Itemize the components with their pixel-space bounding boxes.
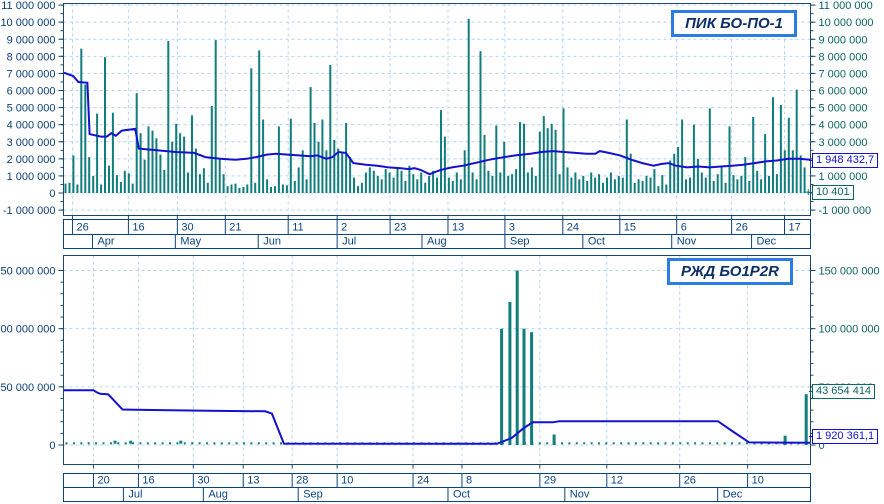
y-axis-label-right: 10 000 000 <box>819 17 874 29</box>
y-axis-label-left: 150 000 000 <box>0 266 56 278</box>
y-axis-label-left: -1 000 000 <box>3 205 56 217</box>
month-label: Dec <box>757 236 777 248</box>
y-axis-label-left: 2 000 000 <box>7 154 56 166</box>
pik-title-label: ПИК БО-ПО-1 <box>685 15 783 32</box>
month-label: May <box>180 236 201 248</box>
plot-border <box>63 255 811 465</box>
month-label: Nov <box>570 489 590 501</box>
day-label: 13 <box>247 475 259 487</box>
month-label: Jul <box>128 489 142 501</box>
y-axis-label-left: 10 000 000 <box>0 17 55 29</box>
date-axis: 26 16 30 21 11 2 23 13 3 24 15 6 26 17 Apr May Jun Jul Aug… <box>63 215 811 249</box>
day-label: 16 <box>142 475 154 487</box>
pik-last-volume-box: 10 401 <box>809 185 854 200</box>
pik-chart-canvas[interactable]: 11 000 000 11 000 000 10 000 000 10 000 000… <box>0 0 884 252</box>
y-axis-label-left: 6 000 000 <box>7 86 56 98</box>
y-axis-label-left: 0 <box>49 440 55 452</box>
day-label: 26 <box>684 475 696 487</box>
volume-bars <box>64 18 810 194</box>
month-label: Aug <box>208 489 228 501</box>
month-label: Sep <box>510 236 530 248</box>
day-label: 3 <box>509 222 515 234</box>
rzd-title-box: РЖД БО1P2R <box>667 258 793 285</box>
day-label: 10 <box>341 475 353 487</box>
month-label: Jun <box>263 236 281 248</box>
day-label: 17 <box>789 222 801 234</box>
y-axis-label-right: 4 000 000 <box>819 120 868 132</box>
day-label: 20 <box>97 475 109 487</box>
y-axis-label-right: 3 000 000 <box>819 137 868 149</box>
day-label: 13 <box>452 222 464 234</box>
day-label: 6 <box>681 222 687 234</box>
y-axis-label-right: 11 000 000 <box>819 0 873 12</box>
day-label: 10 <box>752 475 764 487</box>
y-axis-label-right: 6 000 000 <box>819 86 868 98</box>
y-axis-label-left: 3 000 000 <box>7 137 56 149</box>
y-axis-label-left: 1 000 000 <box>7 171 56 183</box>
y-axis-label-right: 1 000 000 <box>819 171 868 183</box>
day-label: 16 <box>132 222 144 234</box>
plot-border <box>63 3 811 216</box>
day-label: 23 <box>394 222 406 234</box>
price-line <box>63 71 811 176</box>
y-axis-label-right: -1 000 000 <box>819 205 872 217</box>
month-label: Nov <box>677 236 697 248</box>
y-axis-label-right: 9 000 000 <box>819 34 868 46</box>
y-axis-label-left: 50 000 000 <box>0 382 55 394</box>
rzd-last-volume-box: 43 654 414 <box>808 384 876 399</box>
rzd-last-price-box: 1 920 361,1 <box>808 429 879 444</box>
y-axes: 11 000 000 11 000 000 10 000 000 10 000 000… <box>0 0 873 217</box>
y-axis-label-left: 9 000 000 <box>7 34 56 46</box>
y-axis-label-left: 5 000 000 <box>7 103 56 115</box>
day-label: 24 <box>417 475 429 487</box>
y-axis-label-left: 8 000 000 <box>7 51 56 63</box>
day-label: 30 <box>197 475 209 487</box>
rzd-title-label: РЖД БО1P2R <box>681 263 779 280</box>
day-label: 29 <box>544 475 556 487</box>
day-label: 15 <box>624 222 636 234</box>
gridlines <box>63 255 811 465</box>
rzd-chart-canvas[interactable]: 150 000 000 150 000 000 100 000 000 100 000… <box>0 252 884 504</box>
pik-last-price-box: 1 948 432,7 <box>808 153 879 168</box>
month-label: Oct <box>588 236 605 248</box>
y-axis-label-left: 100 000 000 <box>0 324 56 336</box>
day-label: 24 <box>567 222 579 234</box>
month-label: Jul <box>342 236 356 248</box>
month-label: Aug <box>427 236 447 248</box>
day-label: 30 <box>181 222 193 234</box>
y-axis-label-right: 0 <box>819 440 825 452</box>
month-label: Oct <box>453 489 470 501</box>
day-label: 2 <box>341 222 347 234</box>
y-axis-label-left: 11 000 000 <box>1 0 55 12</box>
day-label: 21 <box>229 222 241 234</box>
y-axis-label-right: 100 000 000 <box>819 324 880 336</box>
month-label: Dec <box>723 489 743 501</box>
panel-rzd-bo1p2r: 150 000 000 150 000 000 100 000 000 100 000… <box>0 252 884 504</box>
day-label: 8 <box>466 475 472 487</box>
date-axis: 20 16 30 13 28 10 24 8 29 12 26 10 Jul Aug Sep Oct Nov De… <box>63 464 811 502</box>
y-axis-label-left: 7 000 000 <box>7 68 56 80</box>
day-label: 28 <box>296 475 308 487</box>
y-axis-label-right: 7 000 000 <box>819 68 868 80</box>
y-axis-label-right: 150 000 000 <box>819 266 880 278</box>
day-label: 26 <box>76 222 88 234</box>
y-axis-label-left: 4 000 000 <box>7 120 56 132</box>
month-label: Apr <box>97 236 114 248</box>
pik-title-box: ПИК БО-ПО-1 <box>671 10 797 37</box>
y-axis-label-left: 0 <box>49 188 55 200</box>
y-axis-label-right: 5 000 000 <box>819 103 868 115</box>
day-label: 11 <box>292 222 303 234</box>
day-label: 12 <box>611 475 623 487</box>
month-label: Sep <box>303 489 323 501</box>
y-axis-label-right: 8 000 000 <box>819 51 868 63</box>
price-line <box>63 389 811 445</box>
day-label: 26 <box>736 222 748 234</box>
panel-pik-bo-po-1: 11 000 000 11 000 000 10 000 000 10 000 000… <box>0 0 884 252</box>
volume-bars <box>65 270 808 445</box>
